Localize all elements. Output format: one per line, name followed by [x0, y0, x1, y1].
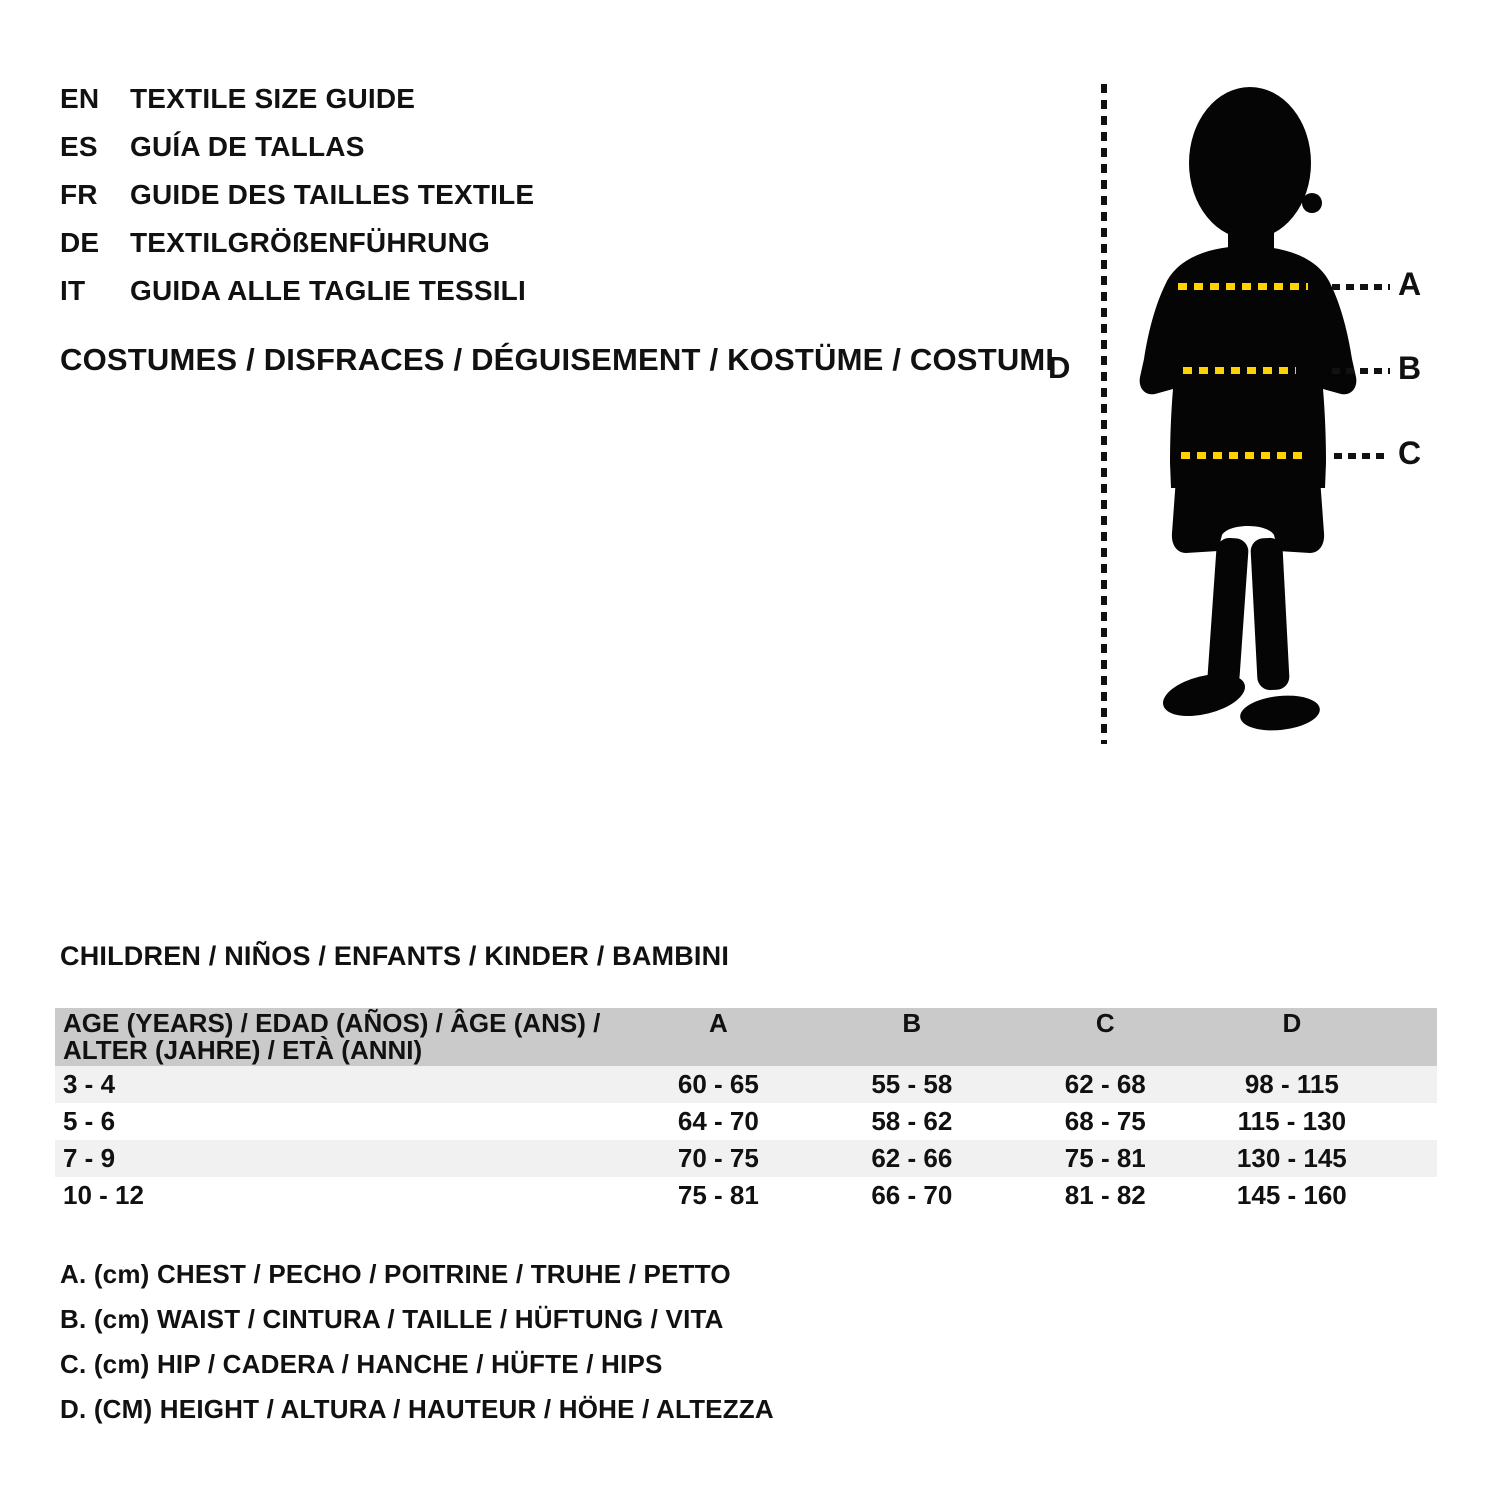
age-cell: 10 - 12	[63, 1180, 144, 1210]
language-code: DE	[60, 227, 100, 258]
children-size-table: AGE (YEARS) / EDAD (AÑOS) / ÂGE (ANS) / …	[55, 1008, 1437, 1214]
size-guide-title: GUÍA DE TALLAS	[130, 131, 365, 162]
column-header-c: C	[1095, 1008, 1115, 1038]
chest-range-cell: 75 - 81	[677, 1180, 759, 1210]
language-code: FR	[60, 179, 98, 210]
chest-range-cell: 64 - 70	[677, 1106, 759, 1136]
hip-measure-line	[1181, 452, 1303, 459]
hip-range-cell: 81 - 82	[1064, 1180, 1146, 1210]
chest-measure-line	[1178, 283, 1308, 290]
children-section-title: CHILDREN / NIÑOS / ENFANTS / KINDER / BA…	[60, 941, 730, 971]
height-range-cell: 145 - 160	[1236, 1180, 1347, 1210]
language-row: DE TEXTILGRÖßENFÜHRUNG	[60, 219, 534, 267]
legend-row: B. (cm) WAIST / CINTURA / TAILLE / HÜFTU…	[60, 1304, 724, 1334]
age-cell: 7 - 9	[63, 1143, 116, 1173]
height-range-cell: 130 - 145	[1236, 1143, 1347, 1173]
language-code: IT	[60, 275, 86, 306]
size-guide-title: TEXTILGRÖßENFÜHRUNG	[130, 227, 491, 258]
waist-range-cell: 55 - 58	[871, 1069, 953, 1099]
height-dashed-line	[1101, 84, 1107, 744]
language-code: EN	[60, 83, 100, 114]
height-measure-label: D	[1048, 350, 1071, 385]
table-header-row: AGE (YEARS) / EDAD (AÑOS) / ÂGE (ANS) / …	[55, 1008, 1437, 1066]
table-row: 3 - 4 60 - 65 55 - 58 62 - 68 98 - 115	[55, 1066, 1437, 1103]
table-row: 10 - 12 75 - 81 66 - 70 81 - 82 145 - 16…	[55, 1177, 1437, 1214]
size-guide-title: GUIDE DES TAILLES TEXTILE	[130, 179, 535, 210]
hip-measure-label: C	[1398, 435, 1422, 471]
age-header-line2: ALTER (JAHRE) / ETÀ (ANNI)	[63, 1035, 423, 1065]
waist-range-cell: 58 - 62	[871, 1106, 953, 1136]
waist-measure-line	[1183, 367, 1296, 374]
size-guide-title: TEXTILE SIZE GUIDE	[130, 83, 416, 114]
header-spacer	[1382, 1010, 1437, 1066]
language-code: ES	[60, 131, 98, 162]
age-cell: 5 - 6	[63, 1106, 116, 1136]
row-spacer	[1382, 1103, 1437, 1140]
legend-row: A. (cm) CHEST / PECHO / POITRINE / TRUHE…	[60, 1259, 731, 1289]
age-cell: 3 - 4	[63, 1069, 116, 1099]
language-row: ES GUÍA DE TALLAS	[60, 123, 534, 171]
chest-callout-line	[1332, 284, 1390, 290]
child-silhouette-icon	[1139, 87, 1357, 731]
waist-range-cell: 62 - 66	[871, 1143, 953, 1173]
legend-row: D. (CM) HEIGHT / ALTURA / HAUTEUR / HÖHE…	[60, 1394, 774, 1424]
age-header-line1: AGE (YEARS) / EDAD (AÑOS) / ÂGE (ANS) /	[63, 1008, 601, 1038]
row-spacer	[1382, 1066, 1437, 1103]
chest-measure-label: A	[1398, 266, 1422, 302]
column-header-a: A	[708, 1008, 728, 1038]
waist-range-cell: 66 - 70	[871, 1180, 953, 1210]
hip-range-cell: 68 - 75	[1064, 1106, 1146, 1136]
hip-range-cell: 62 - 68	[1064, 1069, 1146, 1099]
legend-row: C. (cm) HIP / CADERA / HANCHE / HÜFTE / …	[60, 1349, 663, 1379]
waist-callout-line	[1332, 368, 1390, 374]
size-guide-title: GUIDA ALLE TAGLIE TESSILI	[130, 275, 526, 306]
child-silhouette-figure	[1128, 83, 1368, 743]
hip-range-cell: 75 - 81	[1064, 1143, 1146, 1173]
language-title-list: EN TEXTILE SIZE GUIDE ES GUÍA DE TALLAS …	[60, 75, 534, 315]
table-body: 3 - 4 60 - 65 55 - 58 62 - 68 98 - 115 5…	[55, 1066, 1437, 1214]
chest-range-cell: 70 - 75	[677, 1143, 759, 1173]
hip-callout-line	[1334, 453, 1390, 459]
row-spacer	[1382, 1177, 1437, 1214]
waist-measure-label: B	[1398, 350, 1422, 386]
row-spacer	[1382, 1140, 1437, 1177]
language-row: FR GUIDE DES TAILLES TEXTILE	[60, 171, 534, 219]
table-row: 7 - 9 70 - 75 62 - 66 75 - 81 130 - 145	[55, 1140, 1437, 1177]
height-range-cell: 98 - 115	[1244, 1069, 1339, 1099]
height-range-cell: 115 - 130	[1237, 1106, 1347, 1136]
table-row: 5 - 6 64 - 70 58 - 62 68 - 75 115 - 130	[55, 1103, 1437, 1140]
chest-range-cell: 60 - 65	[677, 1069, 759, 1099]
column-header-b: B	[902, 1008, 922, 1038]
language-row: EN TEXTILE SIZE GUIDE	[60, 75, 534, 123]
age-column-header: AGE (YEARS) / EDAD (AÑOS) / ÂGE (ANS) / …	[55, 1010, 622, 1066]
measurement-legend: A. (cm) CHEST / PECHO / POITRINE / TRUHE…	[60, 1252, 774, 1432]
column-header-d: D	[1282, 1008, 1302, 1038]
language-row: IT GUIDA ALLE TAGLIE TESSILI	[60, 267, 534, 315]
category-title: COSTUMES / DISFRACES / DÉGUISEMENT / KOS…	[60, 342, 1055, 377]
